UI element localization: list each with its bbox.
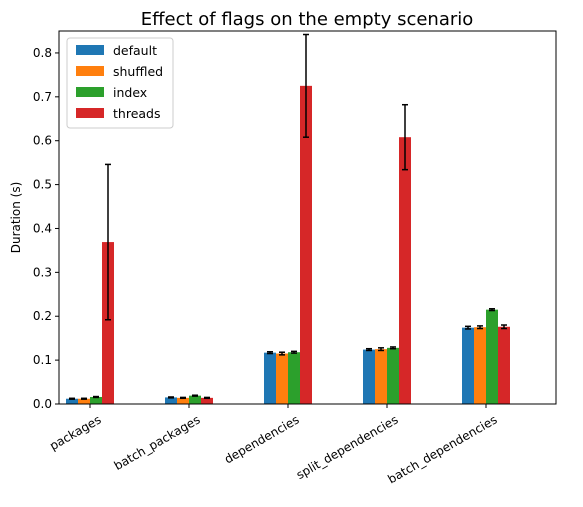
y-axis: 0.0 0.1 0.2 0.3 0.4 0.5 0.6 0.7 0.8	[33, 46, 59, 411]
legend-label-index: index	[113, 85, 147, 100]
bar-index-batch_packages	[189, 395, 201, 404]
x-tick-label: dependencies	[222, 412, 302, 466]
x-tick-label: batch_packages	[112, 412, 203, 473]
bar-index-dependencies	[288, 352, 300, 404]
bar-index-split_dependencies	[387, 347, 399, 404]
y-tick-label: 0.8	[33, 46, 52, 60]
y-tick-label: 0.1	[33, 353, 52, 367]
bar-default-split_dependencies	[363, 349, 375, 404]
y-tick-label: 0.5	[33, 178, 52, 192]
bar-shuffled-dependencies	[276, 353, 288, 404]
bar-default-batch_packages	[165, 397, 177, 404]
x-tick-label: packages	[47, 412, 103, 453]
legend-swatch-threads	[76, 108, 104, 118]
bar-index-batch_dependencies	[486, 309, 498, 404]
legend-label-threads: threads	[113, 106, 161, 121]
bar-threads-split_dependencies	[399, 137, 411, 404]
bar-shuffled-split_dependencies	[375, 349, 387, 404]
x-axis: packages batch_packages dependenciessplit_…	[47, 404, 500, 486]
bar-default-batch_dependencies	[462, 327, 474, 404]
legend-swatch-default	[76, 45, 104, 55]
bar-threads-packages	[102, 242, 114, 404]
y-tick-label: 0.3	[33, 265, 52, 279]
y-tick-label: 0.2	[33, 309, 52, 323]
legend-label-default: default	[113, 43, 157, 58]
legend-swatch-index	[76, 87, 104, 97]
y-axis-label: Duration (s)	[9, 182, 23, 254]
legend-swatch-shuffled	[76, 66, 104, 76]
y-tick-label: 0.6	[33, 134, 52, 148]
bar-shuffled-batch_dependencies	[474, 327, 486, 404]
x-tick-label: batch_dependencies	[385, 412, 499, 486]
y-tick-label: 0.0	[33, 397, 52, 411]
plot-area	[66, 33, 510, 405]
bar-shuffled-packages	[78, 398, 90, 404]
y-tick-label: 0.4	[33, 221, 52, 235]
legend-frame	[66, 37, 174, 129]
bar-threads-batch_packages	[201, 397, 213, 404]
chart-title: Effect of flags on the empty scenario	[141, 9, 474, 30]
x-tick-label: split_dependencies	[294, 412, 401, 482]
legend: default shuffled index threads	[66, 37, 174, 129]
bar-default-dependencies	[264, 352, 276, 404]
legend-label-shuffled: shuffled	[113, 64, 163, 79]
bar-index-packages	[90, 396, 102, 404]
y-tick-label: 0.7	[33, 90, 52, 104]
bar-default-packages	[66, 398, 78, 404]
bar-threads-batch_dependencies	[498, 326, 510, 404]
bar-shuffled-batch_packages	[177, 397, 189, 404]
bar-threads-dependencies	[300, 85, 312, 405]
axes-frame	[58, 30, 557, 405]
